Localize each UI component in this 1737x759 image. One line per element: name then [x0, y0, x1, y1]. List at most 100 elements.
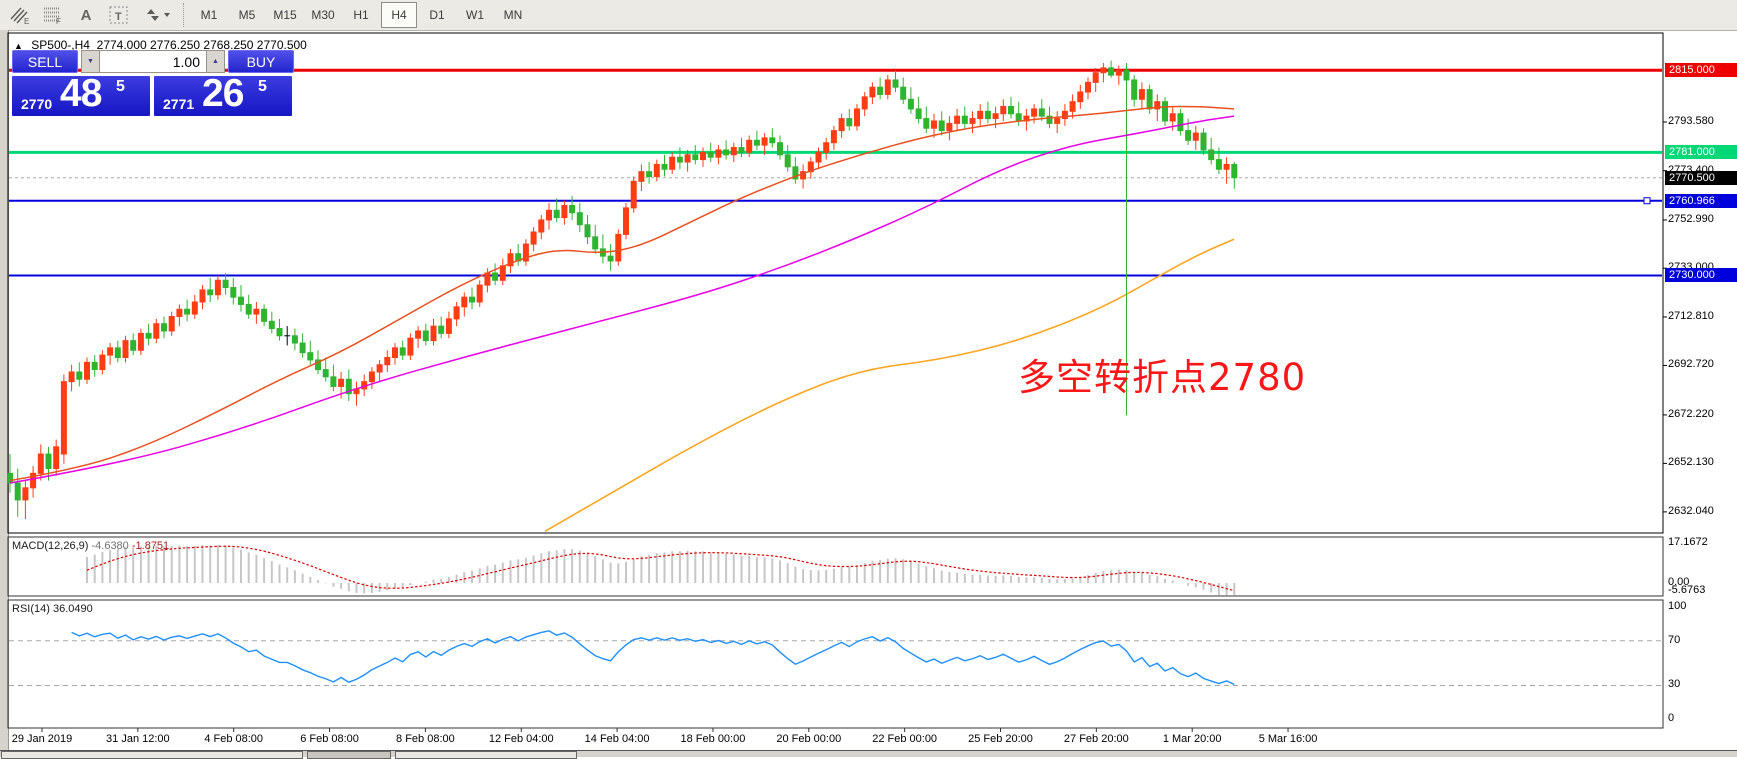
candle [730, 147, 737, 156]
candle [815, 151, 822, 163]
tf-button-h1[interactable]: H1 [353, 8, 369, 22]
candle [76, 371, 83, 380]
candle [1123, 69, 1130, 81]
ma-slow-line [9, 115, 1235, 484]
candle [977, 110, 984, 120]
candle [1169, 113, 1176, 122]
candle [692, 154, 699, 161]
candle [1108, 67, 1115, 76]
tf-button-m30[interactable]: M30 [311, 8, 335, 22]
candle [445, 318, 452, 334]
buy-button[interactable]: BUY [228, 50, 294, 73]
candle [584, 224, 591, 238]
candle [261, 308, 268, 322]
chart-text-annotation[interactable]: 多空转折点2780 [1018, 356, 1307, 399]
date-label: 22 Feb 00:00 [872, 733, 938, 745]
tf-button-h4[interactable]: H4 [381, 2, 417, 28]
candle [276, 328, 283, 337]
sell-button[interactable]: SELL [12, 50, 78, 73]
macd-signal-value: -1.8751 [131, 540, 170, 552]
candle [145, 332, 152, 339]
candle [453, 306, 460, 320]
rsi-label: RSI(14) 36.0490 [12, 603, 93, 615]
candle [1046, 115, 1053, 124]
candle [861, 96, 868, 110]
candle [676, 156, 683, 163]
price-tick-2692.720: 2692.720 [1668, 358, 1714, 371]
candle [569, 204, 576, 214]
candle [37, 453, 44, 474]
candle [338, 378, 345, 387]
candle [161, 323, 167, 332]
ask-price-box[interactable]: 2771 26 5 [154, 72, 292, 116]
arrange-arrows-icon[interactable] [139, 3, 173, 27]
candle [14, 482, 21, 501]
text-label-icon[interactable]: A [80, 6, 92, 24]
candle [1038, 108, 1045, 117]
candle [499, 265, 506, 281]
candle [784, 154, 791, 168]
main-chart-frame [7, 32, 1664, 534]
price-tick-2712.810: 2712.810 [1668, 309, 1714, 322]
tf-button-mn[interactable]: MN [503, 8, 523, 22]
candle [869, 86, 876, 98]
tf-button-w1[interactable]: W1 [466, 8, 484, 22]
candle [22, 487, 29, 501]
candle [384, 357, 391, 366]
tf-button-m15[interactable]: M15 [273, 8, 297, 22]
candle [153, 323, 160, 339]
date-label: 8 Feb 08:00 [396, 733, 455, 745]
candle [107, 347, 114, 356]
candle [253, 308, 260, 315]
tf-button-m1[interactable]: M1 [200, 8, 218, 22]
bid-price-box[interactable]: 2770 48 5 [12, 72, 150, 116]
candle [1146, 89, 1153, 110]
candle [1215, 159, 1222, 170]
indicators-icon[interactable]: E [7, 3, 33, 27]
candle [607, 255, 614, 262]
candle [646, 171, 653, 177]
collapse-triangle-icon[interactable]: ▲ [14, 41, 23, 51]
candle [892, 79, 899, 88]
bid-price-pip: 5 [116, 78, 125, 95]
date-label: 18 Feb 00:00 [680, 733, 746, 745]
candle [1061, 110, 1068, 120]
grid-icon[interactable]: F [40, 3, 66, 27]
price-badge-2781.000: 2781.000 [1665, 145, 1737, 160]
price-tick-2632.040: 2632.040 [1668, 504, 1714, 517]
candle [823, 142, 830, 153]
candle [376, 364, 383, 373]
price-badge-2730.000: 2730.000 [1665, 268, 1737, 283]
candle [1177, 113, 1184, 132]
candle [238, 296, 244, 305]
candle [661, 163, 668, 170]
candle [838, 118, 845, 132]
macd-axis--5.6763: -5.6763 [1668, 584, 1706, 596]
rsi-axis-0: 0 [1668, 712, 1675, 724]
volume-decrease-button[interactable]: ▼ [81, 50, 100, 73]
svg-text:E: E [24, 17, 29, 25]
bid-price-prefix: 2770 [21, 96, 53, 112]
candle [615, 233, 622, 262]
candle [268, 320, 275, 330]
candle [630, 180, 637, 209]
tf-button-m5[interactable]: M5 [238, 8, 256, 22]
candle [99, 354, 106, 371]
text-box-icon[interactable]: T [106, 3, 132, 27]
toolbar-separator [183, 3, 184, 27]
candle [938, 120, 945, 132]
candle [184, 308, 191, 315]
candle [846, 118, 853, 127]
candle [931, 120, 937, 129]
candle [1185, 130, 1192, 141]
candle [723, 149, 730, 156]
candle [191, 301, 198, 315]
svg-text:T: T [115, 11, 122, 23]
volume-increase-button[interactable]: ▲ [206, 50, 225, 73]
candle [753, 139, 760, 146]
tf-button-d1[interactable]: D1 [429, 8, 445, 22]
candle [1192, 132, 1199, 141]
volume-input[interactable]: 1.00 [100, 50, 206, 73]
macd-axis-17.1672: 17.1672 [1668, 536, 1708, 548]
candle [1162, 101, 1168, 122]
